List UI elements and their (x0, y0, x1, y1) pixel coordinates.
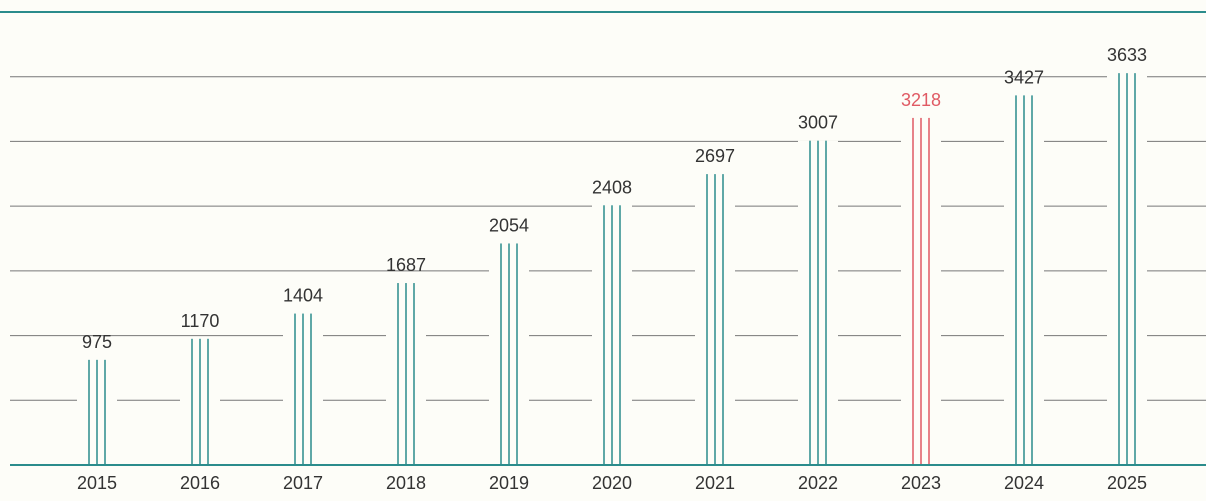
x-tick-label: 2022 (798, 473, 838, 493)
bar-stroke (1134, 73, 1136, 464)
bar (489, 243, 529, 464)
x-tick-label: 2016 (180, 473, 220, 493)
bar-stroke (1023, 95, 1025, 465)
bar-stroke (1126, 73, 1128, 464)
bar (180, 338, 220, 464)
x-tick-label: 2021 (695, 473, 735, 493)
bar (283, 313, 323, 464)
value-label: 2697 (695, 146, 735, 166)
bar (386, 283, 426, 464)
x-tick-label: 2025 (1107, 473, 1147, 493)
bar-stroke (88, 359, 90, 464)
bar-stroke (310, 313, 312, 464)
bar (798, 140, 838, 464)
bar-stroke (706, 174, 708, 464)
value-label: 1687 (386, 255, 426, 275)
bar-stroke (1118, 73, 1120, 464)
bar-stroke (405, 283, 407, 464)
bar-stroke (397, 283, 399, 464)
bar-stroke (96, 359, 98, 464)
value-label: 1170 (181, 311, 220, 331)
bar (592, 205, 632, 464)
bar-stroke (294, 313, 296, 464)
x-tick-label: 2019 (489, 473, 529, 493)
bar-stroke (104, 359, 106, 464)
value-label: 2408 (592, 177, 632, 197)
bar-stroke (722, 174, 724, 464)
bar-stroke (920, 117, 922, 464)
bar-stroke (611, 205, 613, 464)
bar (1004, 95, 1044, 465)
bar (901, 117, 941, 464)
x-tick-label: 2018 (386, 473, 426, 493)
x-tick-label: 2024 (1004, 473, 1044, 493)
bar-stroke (413, 283, 415, 464)
bar-stroke (500, 243, 502, 464)
x-tick-label: 2023 (901, 473, 941, 493)
value-label: 3633 (1107, 45, 1147, 65)
bar-stroke (928, 117, 930, 464)
bar-stroke (199, 338, 201, 464)
bar (1107, 73, 1147, 464)
value-label: 2054 (489, 215, 529, 235)
bar-stroke (817, 140, 819, 464)
bar-stroke (508, 243, 510, 464)
x-tick-label: 2020 (592, 473, 632, 493)
value-label: 975 (82, 332, 112, 352)
x-tick-label: 2017 (283, 473, 323, 493)
x-tick-label: 2015 (77, 473, 117, 493)
bar-stroke (516, 243, 518, 464)
bar-stroke (912, 117, 914, 464)
value-label: 3007 (798, 113, 838, 133)
value-label: 1404 (283, 286, 323, 306)
bar-stroke (207, 338, 209, 464)
bar-stroke (619, 205, 621, 464)
value-label: 3427 (1004, 67, 1044, 87)
bar (77, 359, 117, 464)
bar-stroke (1031, 95, 1033, 465)
bar-stroke (1015, 95, 1017, 465)
bar-stroke (302, 313, 304, 464)
value-label: 3218 (901, 90, 941, 110)
bar-stroke (191, 338, 193, 464)
bar-stroke (825, 140, 827, 464)
bar-stroke (714, 174, 716, 464)
bar-stroke (809, 140, 811, 464)
bar (695, 174, 735, 464)
bar-stroke (603, 205, 605, 464)
